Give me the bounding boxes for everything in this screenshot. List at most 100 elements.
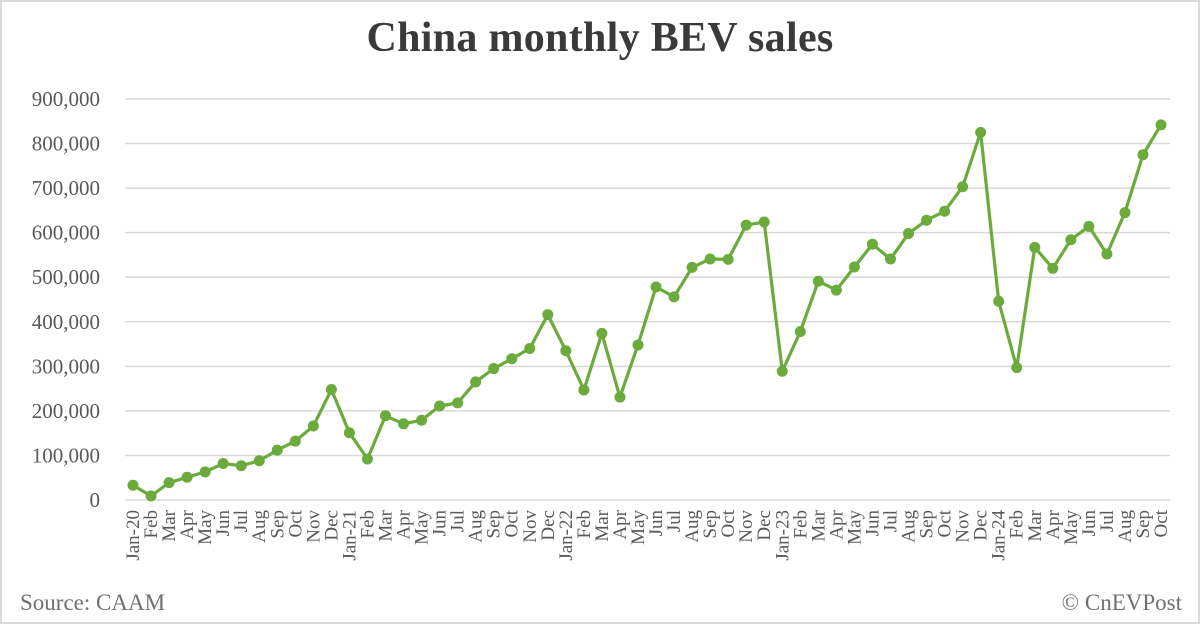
x-tick-label: Feb	[1007, 510, 1028, 539]
x-tick-label: Aug	[1115, 510, 1136, 543]
data-point	[975, 126, 987, 138]
data-point	[1065, 234, 1077, 246]
data-point	[560, 345, 572, 357]
data-point	[686, 261, 698, 273]
y-tick-label: 300,000	[32, 354, 100, 378]
data-point	[488, 363, 500, 375]
x-tick-label: Mar	[1025, 509, 1046, 541]
data-point	[884, 253, 896, 265]
y-tick-label: 900,000	[32, 87, 100, 111]
x-tick-label: Jun	[213, 510, 234, 537]
data-point	[307, 420, 319, 432]
data-point	[416, 414, 428, 426]
x-tick-label: Oct	[502, 509, 523, 537]
x-tick-label: Mar	[375, 509, 396, 541]
sales-line	[132, 123, 1163, 498]
x-tick-label: Sep	[1133, 510, 1154, 539]
data-point	[452, 397, 464, 409]
x-tick-label: Aug	[249, 510, 270, 543]
x-tick-label: May	[844, 510, 865, 545]
x-tick-label: Aug	[899, 510, 920, 543]
x-tick-label: Jun	[862, 510, 883, 537]
x-tick-label: Jul	[880, 510, 901, 532]
data-point	[812, 275, 824, 287]
data-point	[632, 339, 644, 351]
x-tick-label: Jul	[664, 510, 685, 532]
data-point	[506, 353, 518, 365]
x-tick-label: Apr	[610, 509, 631, 539]
x-tick-label: Mar	[159, 509, 180, 541]
data-point	[704, 253, 716, 265]
y-tick-label: 400,000	[32, 310, 100, 334]
x-tick-label: Aug	[466, 510, 487, 543]
data-point	[794, 326, 806, 338]
x-tick-label: Jan-24	[989, 510, 1010, 561]
y-tick-label: 800,000	[32, 132, 100, 156]
y-tick-label: 200,000	[32, 399, 100, 423]
x-tick-label: Apr	[394, 509, 415, 539]
data-point	[1047, 262, 1059, 274]
data-point	[614, 391, 626, 403]
copyright-note: © CnEVPost	[1061, 590, 1182, 615]
chart-title: China monthly BEV sales	[366, 15, 834, 61]
data-point	[758, 216, 770, 228]
data-point	[578, 384, 590, 396]
x-tick-label: Apr	[1043, 509, 1064, 539]
data-point	[596, 327, 608, 339]
x-tick-label: Nov	[953, 510, 974, 543]
data-point	[776, 365, 788, 377]
x-tick-label: Mar	[808, 509, 829, 541]
x-tick-label: Oct	[718, 509, 739, 537]
data-point	[127, 479, 139, 491]
x-tick-label: Oct	[935, 509, 956, 537]
data-point-markers	[127, 119, 1167, 502]
data-point	[939, 205, 951, 217]
x-tick-label: Sep	[484, 510, 505, 539]
x-tick-label: Nov	[303, 510, 324, 543]
x-tick-label: Jul	[1097, 510, 1118, 532]
data-point	[163, 477, 175, 489]
data-point	[1137, 149, 1149, 161]
data-point	[199, 466, 211, 478]
x-tick-label: Jun	[430, 510, 451, 537]
x-tick-label: Jan-21	[339, 510, 360, 561]
x-tick-label: May	[628, 510, 649, 545]
data-point	[379, 410, 391, 422]
data-point	[434, 400, 446, 412]
x-tick-label: Jan-22	[556, 510, 577, 561]
data-point	[1155, 119, 1167, 131]
data-point	[668, 291, 680, 303]
data-point	[993, 295, 1005, 307]
data-point	[361, 453, 373, 465]
data-point	[903, 228, 915, 240]
data-point	[1011, 362, 1023, 374]
data-point	[722, 253, 734, 265]
y-tick-label: 700,000	[32, 176, 100, 200]
y-tick-label: 0	[90, 488, 101, 512]
x-tick-label: Aug	[682, 510, 703, 543]
data-point	[271, 444, 283, 456]
data-point	[470, 376, 482, 388]
data-point	[217, 457, 229, 469]
x-tick-label: Nov	[736, 510, 757, 543]
x-tick-label: Jul	[448, 510, 469, 532]
x-tick-label: May	[195, 510, 216, 545]
data-point	[866, 238, 878, 250]
data-point	[1083, 220, 1095, 232]
x-tick-label: Feb	[141, 510, 162, 539]
x-axis-labels: Jan-20FebMarAprMayJunJulAugSepOctNovDecJ…	[123, 509, 1172, 560]
data-point	[1101, 248, 1113, 260]
data-point	[1029, 241, 1041, 253]
x-tick-label: Mar	[592, 509, 613, 541]
data-point	[398, 418, 410, 430]
data-point	[830, 284, 842, 296]
x-tick-label: Sep	[267, 510, 288, 539]
x-tick-label: Oct	[1151, 509, 1172, 537]
x-tick-label: Sep	[917, 510, 938, 539]
x-tick-label: May	[1061, 510, 1082, 545]
x-tick-label: Dec	[538, 510, 559, 541]
y-tick-label: 100,000	[32, 443, 100, 467]
data-point	[289, 435, 301, 447]
x-tick-label: Feb	[357, 510, 378, 539]
x-tick-label: Jul	[231, 510, 252, 532]
